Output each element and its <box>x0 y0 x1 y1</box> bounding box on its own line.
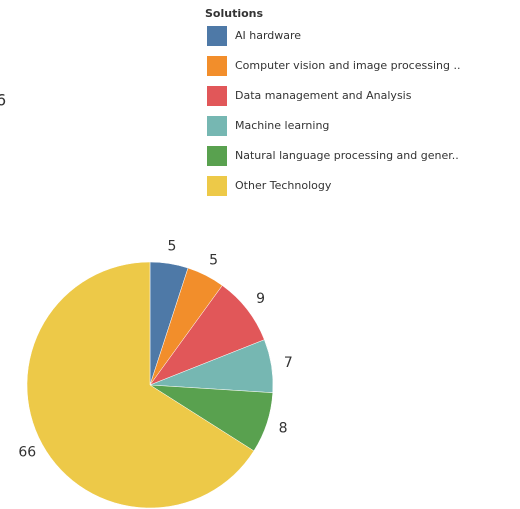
data-label: 8 <box>279 420 288 436</box>
annotation: 6 <box>0 91 6 110</box>
legend-swatch <box>207 116 227 136</box>
legend-swatch <box>207 176 227 196</box>
legend-label: AI hardware <box>235 29 301 42</box>
legend-swatch <box>207 26 227 46</box>
legend-swatch <box>207 86 227 106</box>
data-label: 5 <box>167 239 176 255</box>
legend-label: Data management and Analysis <box>235 89 412 102</box>
legend-label: Natural language processing and gener.. <box>235 149 459 162</box>
legend-title: Solutions <box>205 7 263 20</box>
legend-label: Other Technology <box>235 179 332 192</box>
legend-swatch <box>207 56 227 76</box>
legend-label: Computer vision and image processing .. <box>235 59 460 72</box>
data-label: 66 <box>18 444 36 460</box>
data-label: 7 <box>284 355 293 371</box>
data-label: 5 <box>209 252 218 268</box>
pie-slice <box>26 261 255 509</box>
legend-swatch <box>207 146 227 166</box>
legend-label: Machine learning <box>235 119 329 132</box>
data-label: 9 <box>256 291 265 307</box>
